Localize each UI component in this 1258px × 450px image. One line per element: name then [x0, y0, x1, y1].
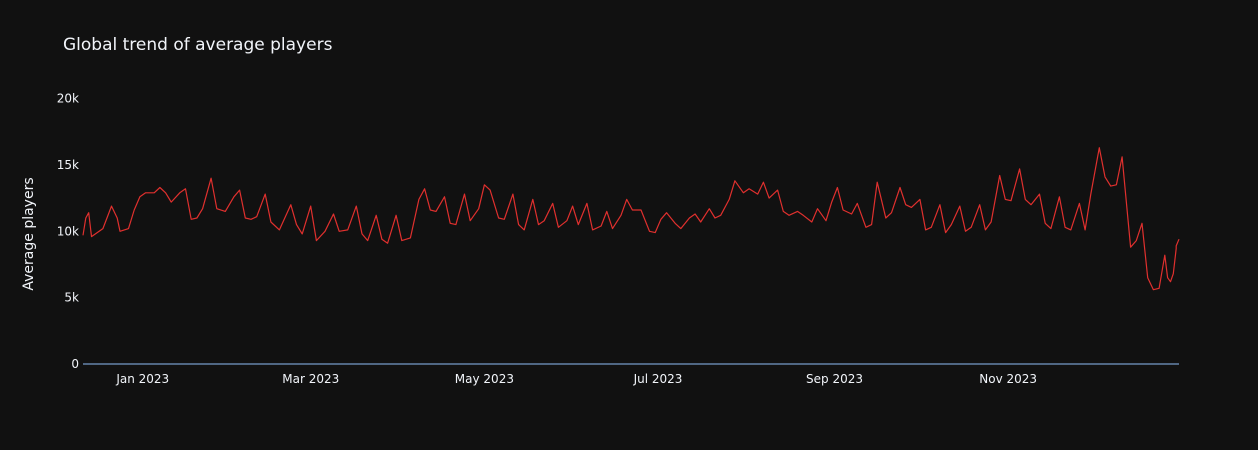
y-tick-label: 15k	[57, 158, 79, 172]
x-tick-label: May 2023	[455, 372, 514, 386]
y-axis-title: Average players	[21, 177, 37, 290]
x-axis: Jan 2023 Mar 2023 May 2023 Jul 2023 Sep 2023…	[115, 372, 1037, 386]
y-tick-label: 0	[71, 357, 79, 371]
y-tick-label: 20k	[57, 92, 79, 106]
y-tick-label: 10k	[57, 224, 79, 238]
x-tick-label: Sep 2023	[806, 372, 863, 386]
x-tick-label: Jan 2023	[115, 372, 169, 386]
x-tick-label: Mar 2023	[282, 372, 339, 386]
y-axis: 0 5k 10k 15k 20k	[57, 92, 79, 371]
chart-title: Global trend of average players	[63, 35, 333, 55]
x-tick-label: Jul 2023	[633, 372, 683, 386]
x-tick-label: Nov 2023	[979, 372, 1037, 386]
series-line	[82, 147, 1180, 291]
y-tick-label: 5k	[64, 291, 79, 305]
